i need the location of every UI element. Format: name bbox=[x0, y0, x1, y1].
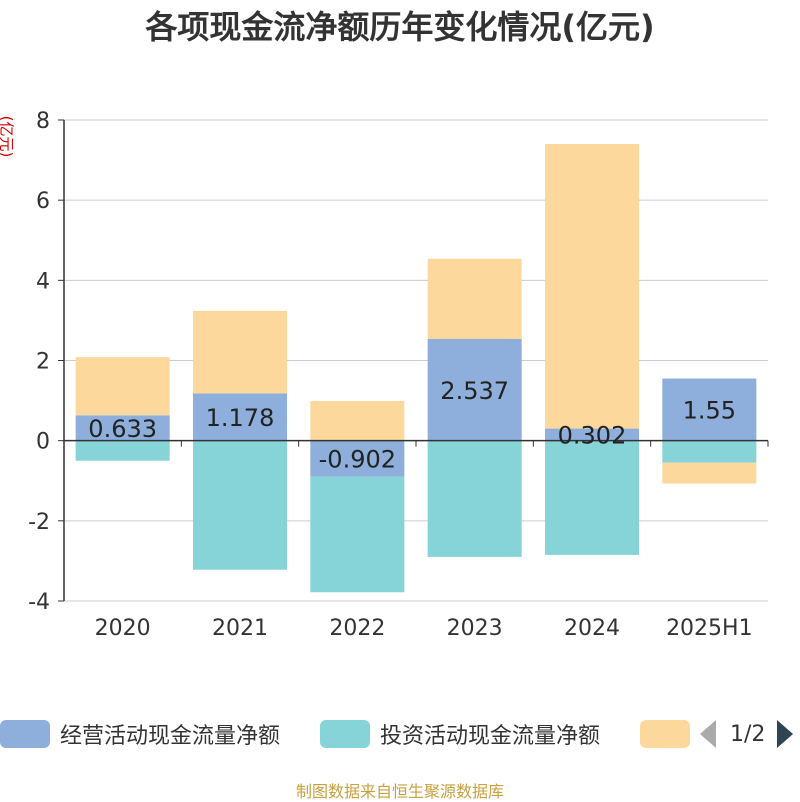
bar-operating bbox=[545, 428, 639, 441]
x-tick-label: 2024 bbox=[564, 616, 620, 641]
x-tick-label: 2020 bbox=[95, 616, 151, 641]
y-tick-label: 2 bbox=[36, 350, 50, 375]
y-tick-label: -4 bbox=[28, 590, 50, 615]
bar-operating bbox=[193, 393, 287, 441]
y-tick-label: -2 bbox=[28, 510, 50, 535]
data-label-operating: 0.302 bbox=[558, 422, 627, 450]
legend-item-operating[interactable]: 经营活动现金流量净额 bbox=[0, 716, 280, 752]
bar-investing bbox=[662, 440, 757, 463]
bar-operating bbox=[427, 338, 522, 441]
bar-investing bbox=[310, 476, 405, 593]
bar-financing bbox=[193, 310, 287, 394]
bar-operating bbox=[310, 440, 405, 477]
legend-label-investing: 投资活动现金流量净额 bbox=[380, 724, 601, 749]
bar-investing bbox=[75, 440, 170, 461]
data-label-operating: -0.902 bbox=[319, 446, 396, 474]
y-tick-label: 0 bbox=[36, 430, 50, 455]
legend-swatch-financing bbox=[640, 720, 690, 748]
previous-page-icon[interactable] bbox=[700, 720, 716, 748]
bar-financing bbox=[310, 400, 405, 441]
cash-flow-chart: -4 -2 0 2 4 6 8 2020 2021 2022 2023 2024 2025H1 0.63… bbox=[28, 109, 769, 641]
data-label-operating: 2.537 bbox=[440, 377, 509, 405]
bar-investing bbox=[427, 440, 522, 557]
data-labels: 0.633 1.178 -0.902 2.537 0.302 1.55 bbox=[88, 377, 736, 474]
bar-financing bbox=[545, 143, 639, 429]
source-note: 制图数据来自恒生聚源数据库 bbox=[295, 782, 504, 801]
x-tick-label: 2023 bbox=[447, 616, 503, 641]
data-label-operating: 1.178 bbox=[206, 404, 275, 432]
x-tick-label: 2021 bbox=[212, 616, 268, 641]
legend-label-operating: 经营活动现金流量净额 bbox=[60, 724, 281, 749]
bar-financing bbox=[75, 357, 170, 416]
x-tick-label: 2022 bbox=[329, 616, 385, 641]
legend-swatch-investing bbox=[320, 720, 370, 748]
axes: -4 -2 0 2 4 6 8 2020 2021 2022 2023 2024 2025H1 bbox=[28, 109, 769, 641]
bar-operating bbox=[75, 415, 170, 441]
data-label-operating: 1.55 bbox=[683, 397, 736, 425]
legend: 经营活动现金流量净额 投资活动现金流量净额 1/2 bbox=[0, 716, 800, 752]
y-tick-label: 6 bbox=[36, 189, 50, 214]
next-page-icon[interactable] bbox=[777, 720, 794, 748]
bar-financing bbox=[427, 258, 522, 339]
bar-investing bbox=[193, 440, 287, 570]
data-label-operating: 0.633 bbox=[88, 415, 157, 443]
legend-page-indicator: 1/2 bbox=[730, 721, 766, 747]
legend-pager: 1/2 bbox=[700, 716, 794, 752]
y-tick-label: 4 bbox=[36, 269, 50, 294]
grid-lines bbox=[64, 119, 768, 602]
legend-item-investing[interactable]: 投资活动现金流量净额 bbox=[320, 716, 600, 752]
bar-financing bbox=[662, 462, 757, 484]
x-tick-label: 2025H1 bbox=[666, 616, 753, 641]
bar-investing bbox=[545, 440, 639, 555]
legend-item-financing[interactable] bbox=[640, 716, 690, 752]
bar-operating bbox=[662, 378, 757, 441]
bars bbox=[75, 143, 757, 593]
y-tick-label: 8 bbox=[36, 109, 50, 134]
chart-title: 各项现金流净额历年变化情况(亿元) bbox=[145, 8, 655, 46]
legend-swatch-operating bbox=[0, 720, 50, 748]
